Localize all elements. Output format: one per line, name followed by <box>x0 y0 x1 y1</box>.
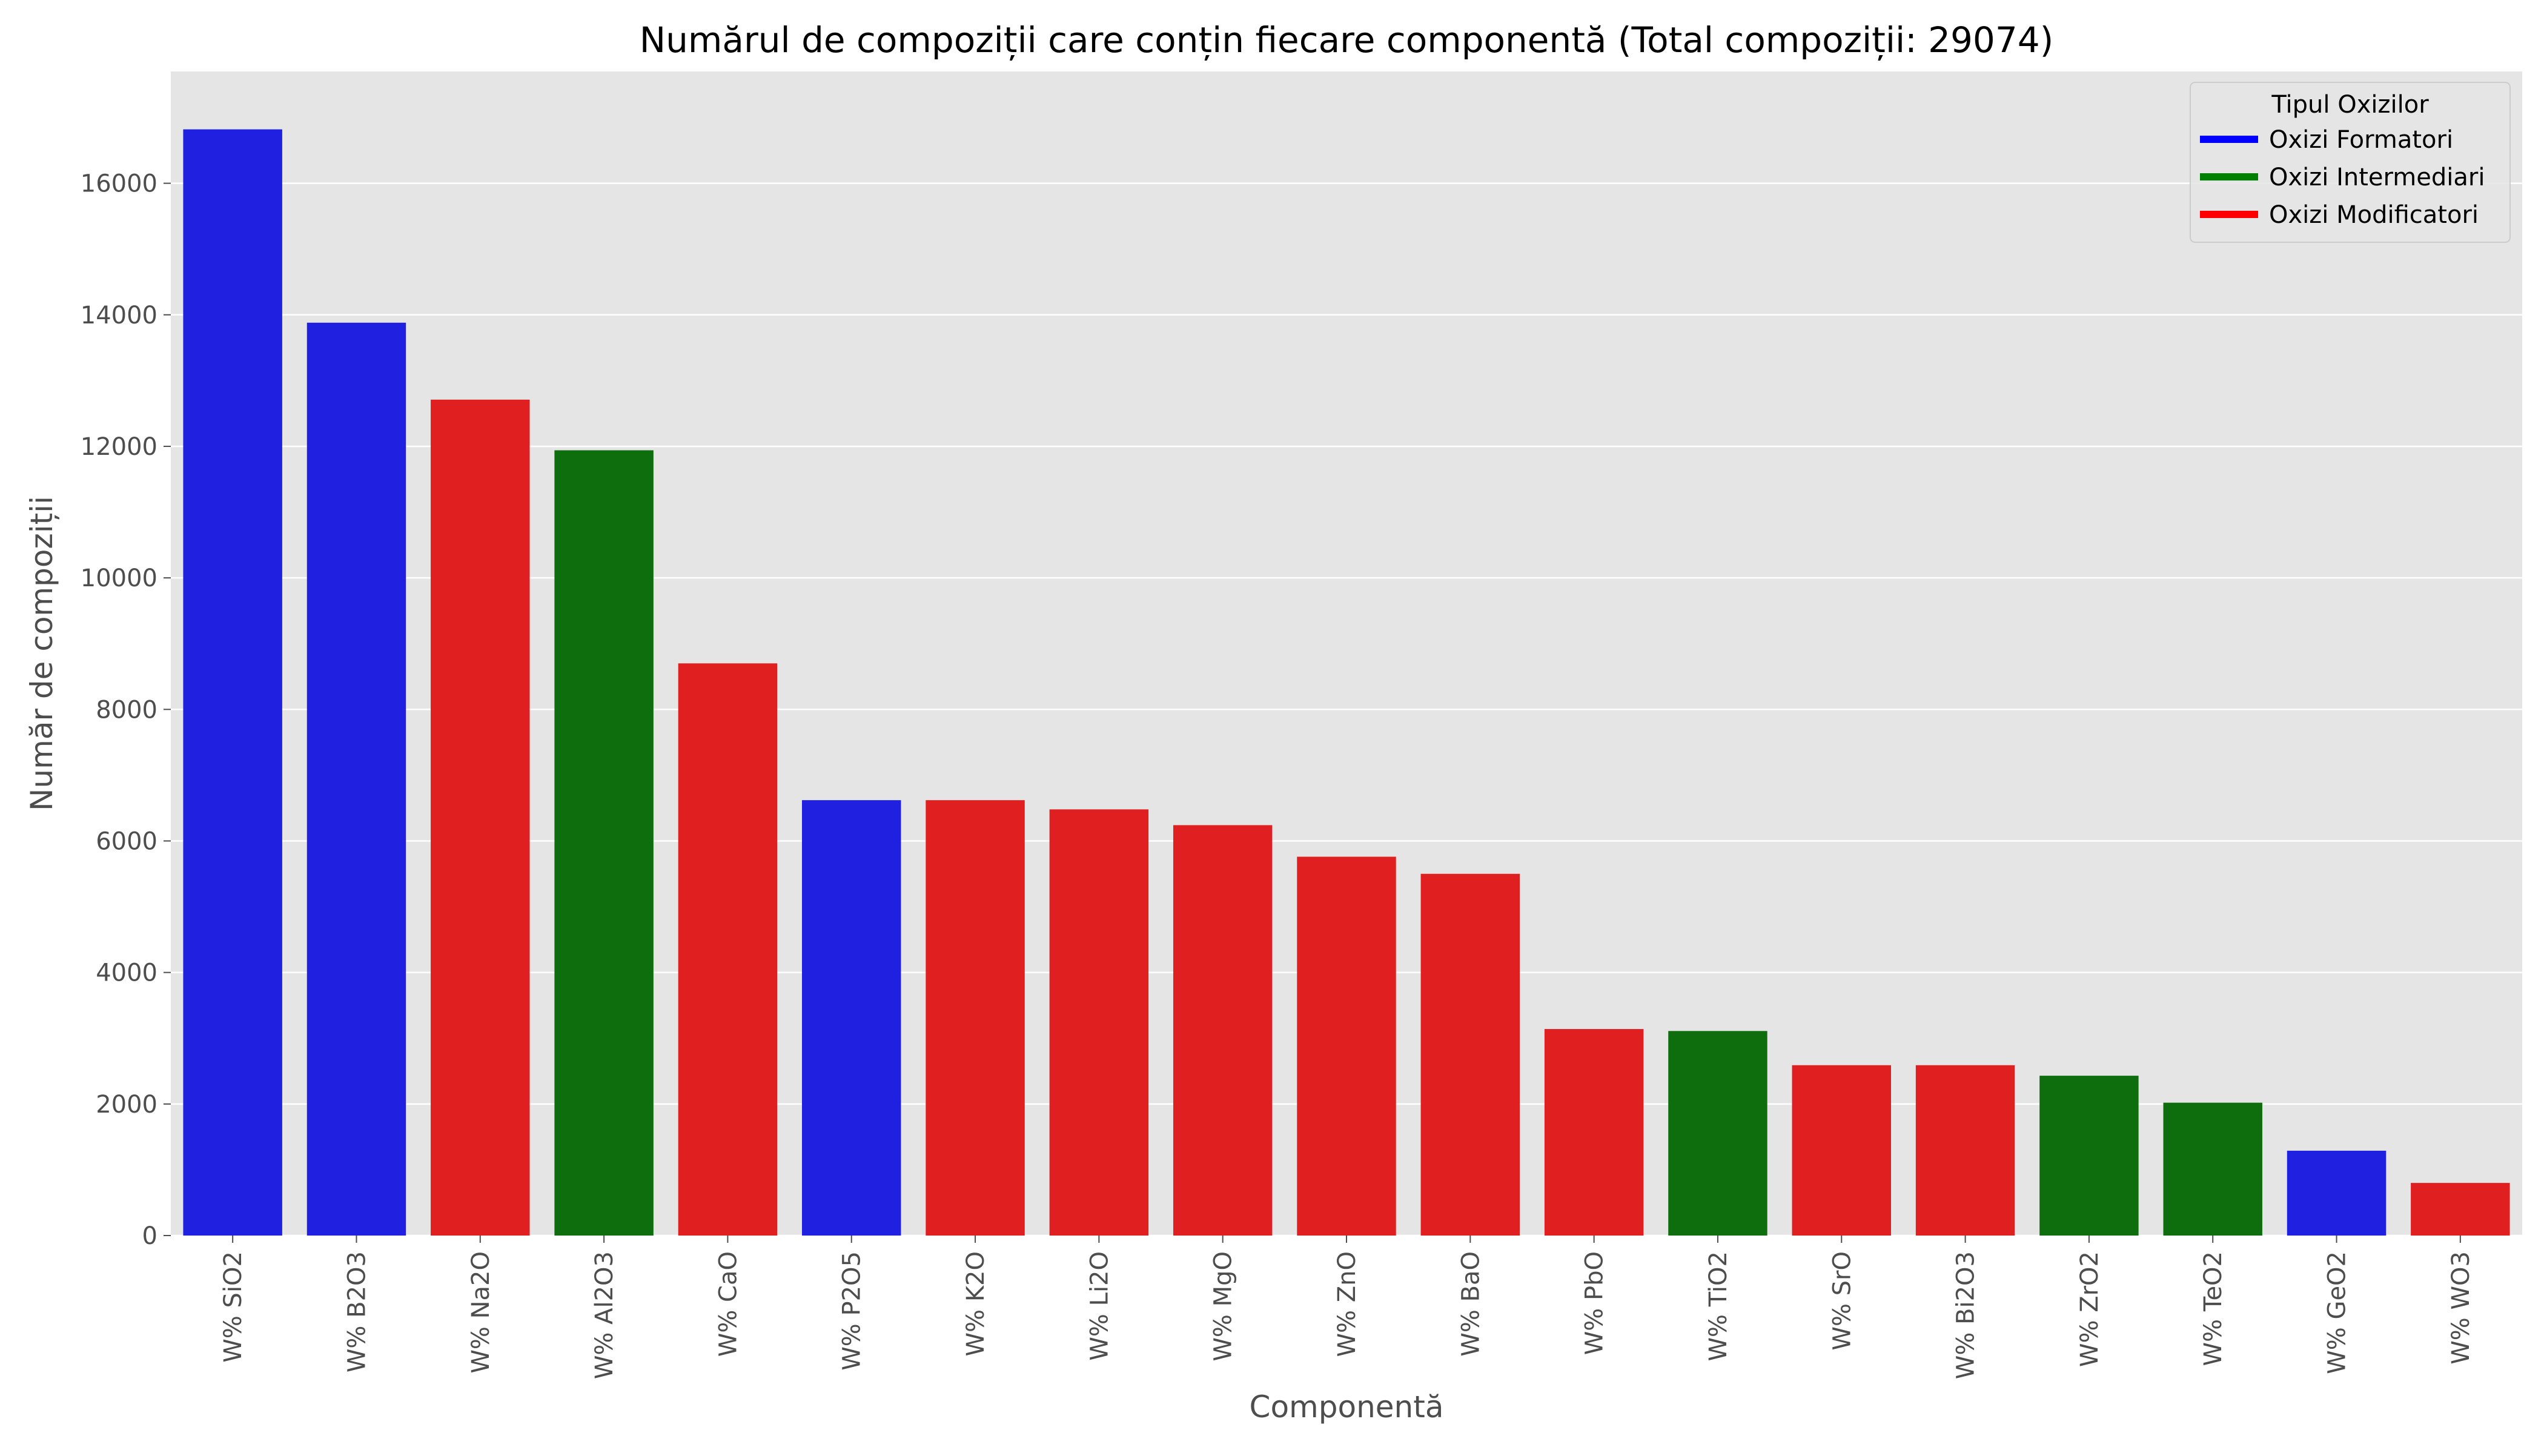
bar <box>2163 1102 2262 1236</box>
x-tick-label: W% WO3 <box>2447 1251 2475 1365</box>
bar <box>431 399 530 1236</box>
bar <box>183 129 282 1236</box>
y-tick-label: 12000 <box>81 433 157 461</box>
x-tick-label: W% Al2O3 <box>591 1251 618 1379</box>
x-axis-label: Componentă <box>1250 1389 1444 1425</box>
x-tick-label: W% Li2O <box>1085 1251 1113 1361</box>
x-tick-label: W% SrO <box>1828 1251 1856 1351</box>
bar <box>1915 1065 2015 1236</box>
y-tick-label: 8000 <box>96 696 157 724</box>
bar <box>1297 856 1396 1236</box>
chart-title: Numărul de compoziții care conțin fiecar… <box>640 19 2054 61</box>
bar <box>1049 809 1149 1236</box>
y-tick-label: 16000 <box>81 170 157 198</box>
legend-entry-label: Oxizi Intermediari <box>2269 164 2485 191</box>
bar <box>306 322 406 1236</box>
bars <box>183 129 2510 1236</box>
bar <box>926 800 1025 1236</box>
bar <box>554 450 654 1236</box>
y-tick-label: 4000 <box>96 959 157 987</box>
legend-entry-label: Oxizi Modificatori <box>2269 201 2479 229</box>
legend-title: Tipul Oxizilor <box>2271 91 2429 119</box>
x-tick-label: W% ZrO2 <box>2076 1251 2104 1367</box>
y-axis-ticks: 0 2000 4000 6000 8000 10000 12000 14000 16000 <box>81 170 171 1250</box>
legend: Tipul Oxizilor Oxizi Formatori Oxizi Inte… <box>2190 82 2511 243</box>
bar <box>1792 1065 1891 1236</box>
x-tick-label: W% BaO <box>1457 1251 1485 1357</box>
bar <box>1668 1031 1767 1236</box>
y-tick-label: 2000 <box>96 1091 157 1119</box>
x-tick-label: W% K2O <box>962 1251 990 1356</box>
y-axis-label: Număr de compoziții <box>24 496 59 811</box>
x-tick-label: W% PbO <box>1581 1251 1609 1355</box>
legend-entries: Oxizi Formatori Oxizi Intermediari Oxizi M… <box>2200 126 2485 229</box>
bar <box>678 663 778 1236</box>
bar <box>1420 873 1520 1236</box>
x-tick-label: W% SiO2 <box>219 1251 247 1363</box>
x-tick-label: W% P2O5 <box>838 1251 866 1371</box>
bar <box>2039 1076 2139 1236</box>
bar <box>802 800 901 1236</box>
y-tick-label: 6000 <box>96 827 157 855</box>
bar <box>1173 825 1273 1236</box>
bar <box>1544 1029 1644 1236</box>
bar <box>2287 1150 2387 1236</box>
x-tick-label: W% CaO <box>714 1251 742 1357</box>
x-axis-ticks: W% SiO2 W% B2O3 W% Na2O W% Al2O3 W% CaO W% P2… <box>219 1236 2475 1379</box>
legend-box <box>2190 82 2511 243</box>
x-tick-label: W% Bi2O3 <box>1952 1251 1980 1379</box>
x-tick-label: W% TeO2 <box>2199 1251 2227 1366</box>
y-tick-label: 14000 <box>81 302 157 329</box>
x-tick-label: W% GeO2 <box>2324 1251 2351 1374</box>
x-tick-label: W% MgO <box>1210 1251 1237 1362</box>
x-tick-label: W% TiO2 <box>1704 1251 1732 1362</box>
x-tick-label: W% Na2O <box>467 1251 495 1374</box>
bar <box>2411 1183 2510 1236</box>
x-tick-label: W% ZnO <box>1333 1251 1361 1357</box>
x-tick-label: W% B2O3 <box>343 1251 371 1372</box>
y-tick-label: 0 <box>142 1222 157 1250</box>
legend-entry-label: Oxizi Formatori <box>2269 126 2453 154</box>
y-tick-label: 10000 <box>81 564 157 592</box>
